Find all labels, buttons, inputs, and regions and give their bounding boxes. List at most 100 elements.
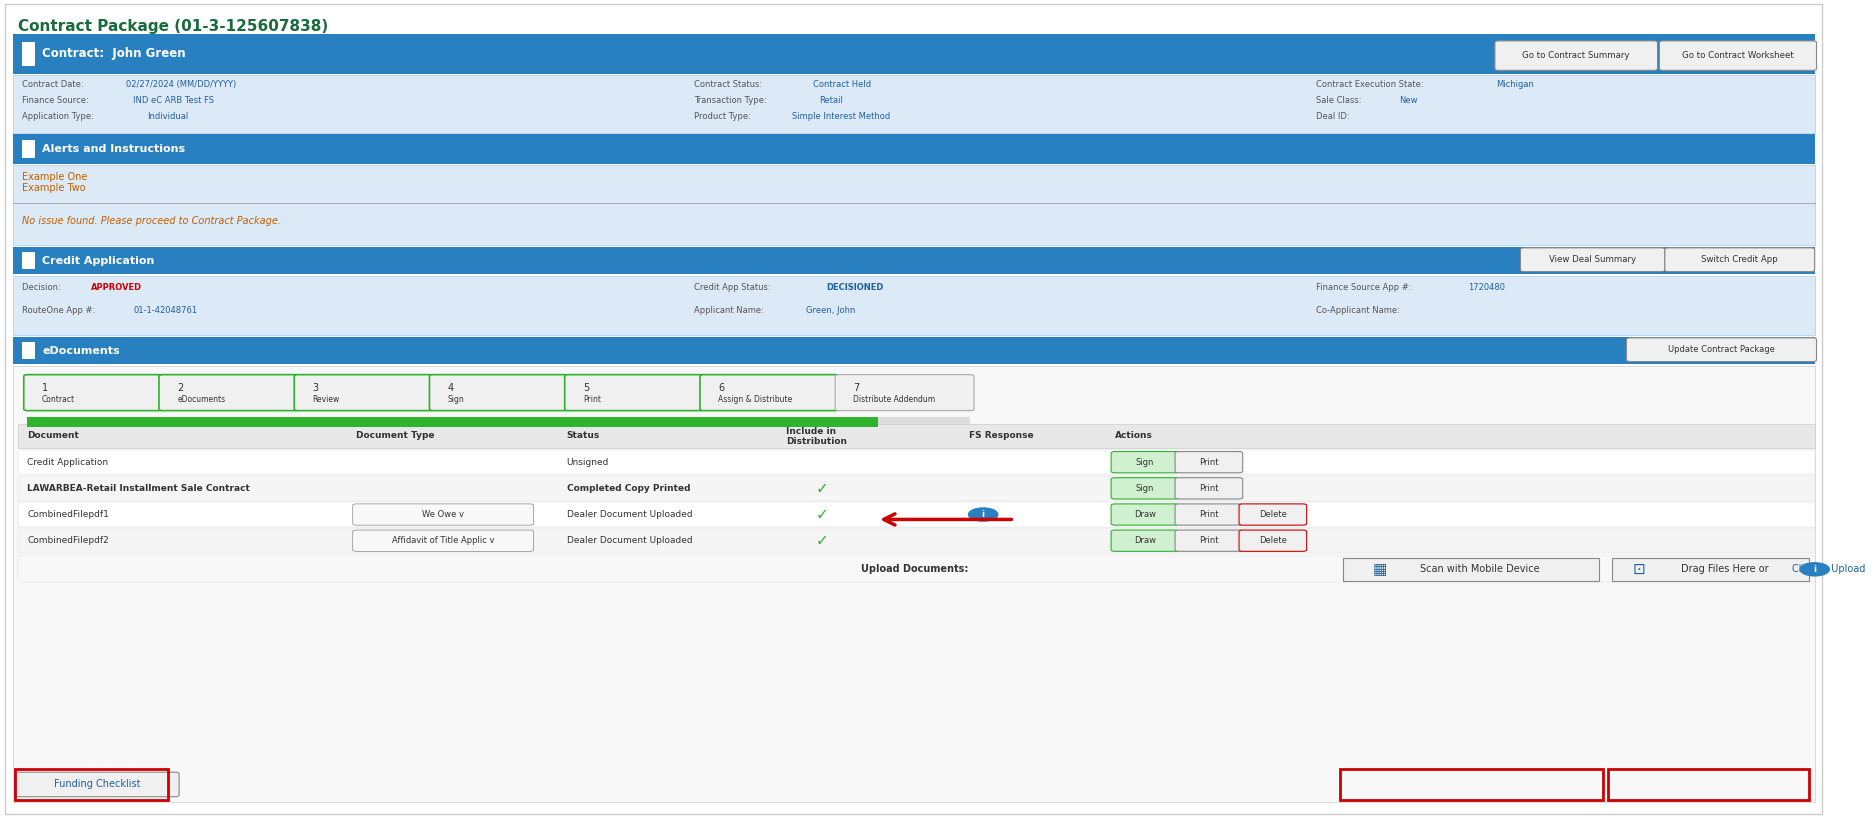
Text: Finance Source:: Finance Source:	[22, 96, 92, 106]
Text: Funding Checklist: Funding Checklist	[54, 780, 140, 789]
Text: 7: 7	[854, 383, 860, 393]
Text: Contract Package (01-3-125607838): Contract Package (01-3-125607838)	[19, 19, 328, 34]
FancyBboxPatch shape	[701, 375, 839, 411]
Text: Retail: Retail	[820, 96, 843, 106]
Text: Distribution: Distribution	[787, 437, 847, 446]
FancyBboxPatch shape	[159, 375, 298, 411]
Text: Update Contract Package: Update Contract Package	[1669, 345, 1776, 354]
Text: Example One: Example One	[22, 172, 88, 182]
Text: i: i	[1813, 564, 1817, 574]
Text: Unsigned: Unsigned	[566, 457, 609, 467]
Text: 4: 4	[448, 383, 453, 393]
FancyBboxPatch shape	[1174, 530, 1242, 551]
Text: Green, John: Green, John	[805, 306, 854, 316]
Bar	[19, 528, 1815, 553]
FancyBboxPatch shape	[1174, 452, 1242, 473]
Text: Example Two: Example Two	[22, 183, 86, 193]
Text: Scan with Mobile Device: Scan with Mobile Device	[1420, 564, 1540, 574]
Text: Alerts and Instructions: Alerts and Instructions	[41, 144, 185, 154]
Text: Document Type: Document Type	[356, 431, 435, 441]
Text: Credit Application: Credit Application	[41, 255, 154, 266]
Bar	[19, 502, 1815, 527]
FancyBboxPatch shape	[352, 530, 534, 551]
Text: Sign: Sign	[1135, 457, 1154, 467]
FancyBboxPatch shape	[1174, 478, 1242, 499]
Circle shape	[968, 508, 998, 521]
Text: ✓: ✓	[817, 507, 828, 522]
Text: Co-Applicant Name:: Co-Applicant Name:	[1317, 306, 1403, 316]
Bar	[13, 366, 1815, 802]
FancyBboxPatch shape	[1111, 530, 1178, 551]
FancyBboxPatch shape	[15, 772, 180, 797]
Text: Print: Print	[583, 395, 601, 404]
Text: New: New	[1399, 96, 1418, 106]
Text: Credit Application: Credit Application	[28, 457, 109, 467]
Text: ▦: ▦	[1373, 562, 1386, 577]
Text: Draw: Draw	[1133, 510, 1156, 519]
Text: Print: Print	[1199, 483, 1219, 493]
Bar	[15, 769, 169, 800]
Bar	[13, 34, 1815, 74]
Text: View Deal Summary: View Deal Summary	[1549, 255, 1637, 264]
Text: Actions: Actions	[1114, 431, 1152, 441]
Text: Product Type:: Product Type:	[695, 112, 755, 122]
Text: Review: Review	[313, 395, 339, 404]
Text: Dealer Document Uploaded: Dealer Document Uploaded	[566, 510, 693, 519]
Text: Sale Class:: Sale Class:	[1317, 96, 1364, 106]
FancyBboxPatch shape	[24, 375, 163, 411]
Bar	[22, 253, 36, 268]
Text: Sign: Sign	[1135, 483, 1154, 493]
Text: Delete: Delete	[1259, 510, 1287, 519]
Text: 5: 5	[583, 383, 590, 393]
Text: Assign & Distribute: Assign & Distribute	[717, 395, 792, 404]
Bar	[1343, 558, 1600, 581]
FancyBboxPatch shape	[1665, 248, 1815, 272]
Bar	[19, 556, 1815, 582]
Text: Go to Contract Summary: Go to Contract Summary	[1523, 51, 1630, 61]
Text: 3: 3	[313, 383, 318, 393]
Text: Transaction Type:: Transaction Type:	[695, 96, 770, 106]
FancyBboxPatch shape	[1521, 248, 1665, 272]
FancyBboxPatch shape	[1495, 41, 1658, 70]
Text: CombinedFilepdf2: CombinedFilepdf2	[28, 536, 109, 546]
FancyBboxPatch shape	[352, 504, 534, 525]
Bar	[13, 134, 1815, 164]
Text: Draw: Draw	[1133, 536, 1156, 546]
Text: Deal ID:: Deal ID:	[1317, 112, 1352, 122]
Text: ✓: ✓	[817, 481, 828, 496]
Text: 2: 2	[178, 383, 184, 393]
FancyBboxPatch shape	[1240, 504, 1307, 525]
Bar	[13, 337, 1815, 364]
Bar	[13, 75, 1815, 133]
Text: Affidavit of Title Applic v: Affidavit of Title Applic v	[391, 536, 494, 546]
Text: Finance Source App #:: Finance Source App #:	[1317, 283, 1414, 293]
Bar	[19, 476, 1815, 501]
Text: Drag Files Here or: Drag Files Here or	[1682, 564, 1772, 574]
Text: Dealer Document Uploaded: Dealer Document Uploaded	[566, 536, 693, 546]
Text: Simple Interest Method: Simple Interest Method	[792, 112, 890, 122]
Text: We Owe v: We Owe v	[421, 510, 465, 519]
Text: Switch Credit App: Switch Credit App	[1701, 255, 1777, 264]
Text: APPROVED: APPROVED	[92, 283, 142, 293]
Text: Print: Print	[1199, 510, 1219, 519]
Bar	[1339, 769, 1603, 800]
Bar	[13, 165, 1815, 245]
Bar	[13, 247, 1815, 274]
Text: No issue found. Please proceed to Contract Package.: No issue found. Please proceed to Contra…	[22, 216, 281, 226]
Bar	[28, 417, 878, 427]
Text: Applicant Name:: Applicant Name:	[695, 306, 766, 316]
Text: Application Type:: Application Type:	[22, 112, 96, 122]
Text: Contract:  John Green: Contract: John Green	[41, 47, 185, 61]
FancyBboxPatch shape	[1174, 504, 1242, 525]
Text: Distribute Addendum: Distribute Addendum	[854, 395, 936, 404]
Text: DECISIONED: DECISIONED	[826, 283, 884, 293]
FancyBboxPatch shape	[1659, 41, 1817, 70]
Text: Sign: Sign	[448, 395, 465, 404]
Bar	[19, 424, 1815, 448]
Bar	[22, 43, 36, 65]
Bar	[13, 276, 1815, 335]
FancyBboxPatch shape	[1626, 338, 1817, 362]
Text: eDocuments: eDocuments	[178, 395, 225, 404]
FancyBboxPatch shape	[294, 375, 433, 411]
FancyBboxPatch shape	[1240, 530, 1307, 551]
